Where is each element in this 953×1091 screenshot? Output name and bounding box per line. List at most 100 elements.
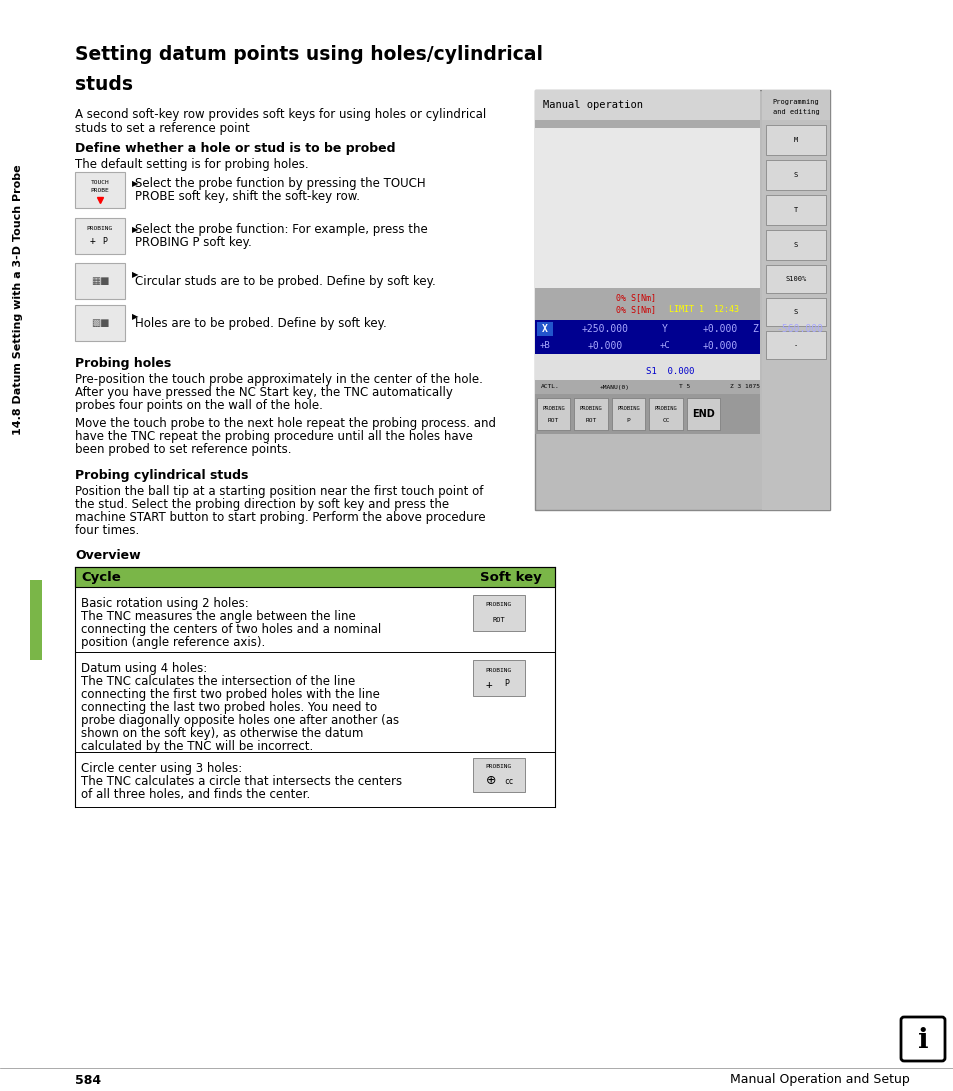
Bar: [75, 172, 125, 208]
Text: +0.000: +0.000: [701, 341, 737, 351]
Text: and editing: and editing: [772, 109, 819, 115]
Bar: [686, 398, 720, 430]
Bar: [765, 125, 825, 155]
Text: 14.8 Datum Setting with a 3-D Touch Probe: 14.8 Datum Setting with a 3-D Touch Prob…: [13, 165, 23, 435]
Text: PROBING: PROBING: [542, 406, 564, 410]
Bar: [765, 195, 825, 225]
Text: Z: Z: [751, 324, 757, 334]
Text: Soft key: Soft key: [479, 571, 541, 584]
Text: PROBE soft key, shift the soft-key row.: PROBE soft key, shift the soft-key row.: [135, 190, 359, 203]
Text: PROBING: PROBING: [485, 668, 512, 672]
Text: Overview: Overview: [75, 549, 140, 562]
Text: The TNC calculates a circle that intersects the centers: The TNC calculates a circle that interse…: [81, 775, 402, 788]
Bar: [535, 380, 760, 394]
Text: studs to set a reference point: studs to set a reference point: [75, 122, 250, 135]
Text: S: S: [793, 309, 798, 315]
Bar: [535, 128, 760, 288]
Bar: [473, 595, 524, 631]
Text: M: M: [793, 137, 798, 143]
Bar: [535, 353, 760, 364]
Bar: [535, 320, 760, 338]
Text: ▶: ▶: [132, 271, 138, 279]
Bar: [535, 338, 760, 353]
Text: +B: +B: [539, 341, 550, 350]
Bar: [535, 364, 760, 380]
Bar: [75, 218, 125, 254]
Text: PROBING: PROBING: [87, 226, 113, 230]
Bar: [535, 288, 760, 320]
Bar: [535, 89, 829, 509]
Text: ROT: ROT: [548, 418, 558, 422]
Text: The default setting is for probing holes.: The default setting is for probing holes…: [75, 158, 309, 171]
Text: S1  0.000: S1 0.000: [645, 368, 694, 376]
Bar: [473, 660, 524, 696]
Text: S: S: [793, 172, 798, 178]
Text: Y: Y: [661, 324, 667, 334]
Text: S100%: S100%: [784, 276, 806, 281]
Text: Select the probe function by pressing the TOUCH: Select the probe function by pressing th…: [135, 177, 425, 190]
Text: Holes are to be probed. Define by soft key.: Holes are to be probed. Define by soft k…: [135, 317, 386, 329]
Text: T 5: T 5: [679, 384, 690, 389]
Text: have the TNC repeat the probing procedure until all the holes have: have the TNC repeat the probing procedur…: [75, 430, 473, 443]
Bar: [649, 398, 682, 430]
Text: PROBING: PROBING: [485, 764, 512, 768]
Text: PROBING: PROBING: [617, 406, 639, 410]
Text: -560.000: -560.000: [776, 324, 822, 334]
Text: 0% S[Nm]: 0% S[Nm]: [616, 293, 656, 302]
Text: Cycle: Cycle: [81, 571, 121, 584]
Bar: [30, 580, 42, 660]
Text: of all three holes, and finds the center.: of all three holes, and finds the center…: [81, 788, 310, 801]
Text: X: X: [541, 324, 547, 334]
Text: +MANU(0): +MANU(0): [599, 384, 629, 389]
Text: Define whether a hole or stud is to be probed: Define whether a hole or stud is to be p…: [75, 142, 395, 155]
Text: +250.000: +250.000: [581, 324, 628, 334]
Bar: [75, 567, 555, 587]
Text: ⊕: ⊕: [485, 775, 496, 788]
Bar: [765, 331, 825, 359]
Text: studs: studs: [75, 75, 132, 94]
Text: Z 3 1075: Z 3 1075: [729, 384, 760, 389]
Text: Manual operation: Manual operation: [542, 100, 642, 110]
Text: ▦■: ▦■: [91, 276, 110, 286]
Bar: [535, 394, 760, 434]
Text: shown on the soft key), as otherwise the datum: shown on the soft key), as otherwise the…: [81, 727, 363, 740]
Text: After you have pressed the NC Start key, the TNC automatically: After you have pressed the NC Start key,…: [75, 386, 453, 399]
Text: probe diagonally opposite holes one after another (as: probe diagonally opposite holes one afte…: [81, 714, 398, 727]
Text: ▧■: ▧■: [91, 317, 110, 328]
Text: calculated by the TNC will be incorrect.: calculated by the TNC will be incorrect.: [81, 740, 313, 753]
Bar: [535, 89, 760, 120]
Text: +0.000: +0.000: [587, 341, 622, 351]
Text: the stud. Select the probing direction by soft key and press the: the stud. Select the probing direction b…: [75, 497, 449, 511]
Text: P: P: [504, 680, 509, 688]
Text: P: P: [626, 418, 630, 422]
Text: ROT: ROT: [492, 618, 505, 623]
Text: ACTL.: ACTL.: [540, 384, 558, 389]
Text: Probing holes: Probing holes: [75, 357, 172, 370]
Text: Programming: Programming: [772, 99, 819, 105]
Bar: [765, 160, 825, 190]
Text: position (angle reference axis).: position (angle reference axis).: [81, 636, 265, 649]
Text: Position the ball tip at a starting position near the first touch point of: Position the ball tip at a starting posi…: [75, 485, 483, 497]
Text: connecting the centers of two holes and a nominal: connecting the centers of two holes and …: [81, 623, 381, 636]
Bar: [75, 263, 125, 299]
Bar: [612, 398, 645, 430]
Text: +: +: [90, 236, 96, 245]
Bar: [765, 298, 825, 326]
Bar: [537, 398, 570, 430]
Text: PROBE: PROBE: [91, 188, 110, 192]
Text: Probing cylindrical studs: Probing cylindrical studs: [75, 469, 248, 482]
Text: Pre-position the touch probe approximately in the center of the hole.: Pre-position the touch probe approximate…: [75, 373, 482, 386]
Text: Manual Operation and Setup: Manual Operation and Setup: [729, 1074, 909, 1087]
Bar: [473, 758, 524, 792]
Text: END: END: [692, 409, 715, 419]
Text: LIMIT 1  12:43: LIMIT 1 12:43: [668, 305, 738, 314]
Text: ▶: ▶: [132, 312, 138, 322]
Text: 0% S[Nm]: 0% S[Nm]: [616, 305, 656, 314]
Text: Select the probe function: For example, press the: Select the probe function: For example, …: [135, 223, 427, 236]
Text: +: +: [485, 680, 492, 690]
Text: CC: CC: [661, 418, 669, 422]
Text: S: S: [793, 242, 798, 248]
Text: A second soft-key row provides soft keys for using holes or cylindrical: A second soft-key row provides soft keys…: [75, 108, 486, 121]
Text: +0.000: +0.000: [701, 324, 737, 334]
Text: Datum using 4 holes:: Datum using 4 holes:: [81, 662, 207, 675]
